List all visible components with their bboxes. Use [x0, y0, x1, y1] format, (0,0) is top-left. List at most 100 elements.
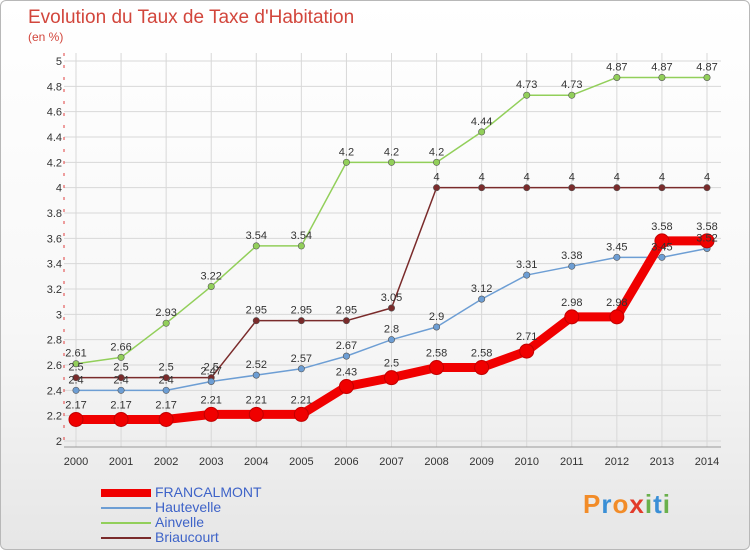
x-tick-label: 2013 [650, 456, 674, 468]
legend-swatch [101, 522, 151, 524]
data-label-briaucourt: 4 [434, 172, 440, 184]
data-point-hautevelle [342, 352, 350, 360]
data-label-ainvelle: 4.73 [561, 79, 582, 91]
data-label-francalmont: 2.21 [291, 394, 312, 406]
data-point-ainvelle [523, 91, 531, 99]
logo-letter: i [644, 489, 654, 519]
data-point-hautevelle [162, 386, 170, 394]
logo-letter: P [583, 489, 602, 519]
data-label-ainvelle: 4.73 [516, 79, 537, 91]
y-tick-label: 4.6 [47, 107, 62, 119]
data-point-francalmont [293, 406, 309, 422]
data-point-briaucourt [72, 374, 80, 382]
data-point-ainvelle [658, 73, 666, 81]
data-point-ainvelle [433, 158, 441, 166]
legend-item-briaucourt: Briaucourt [101, 529, 361, 545]
x-tick-label: 2002 [154, 456, 178, 468]
data-point-briaucourt [478, 184, 486, 192]
y-tick-label: 2.6 [47, 360, 62, 372]
data-point-briaucourt [523, 184, 531, 192]
data-label-francalmont: 3.58 [651, 221, 672, 233]
data-label-francalmont: 2.5 [384, 358, 399, 370]
data-point-francalmont [519, 343, 535, 359]
y-tick-label: 2.2 [47, 411, 62, 423]
data-point-francalmont [429, 360, 445, 376]
legend-label: Briaucourt [155, 529, 219, 545]
legend: FRANCALMONT Hautevelle Ainvelle Briaucou… [101, 484, 361, 545]
legend-swatch [101, 489, 151, 497]
data-label-hautevelle: 2.8 [384, 324, 399, 336]
x-tick-label: 2014 [695, 456, 719, 468]
logo-letter: o [612, 489, 630, 519]
data-label-briaucourt: 4 [569, 172, 575, 184]
data-label-hautevelle: 3.45 [651, 241, 672, 253]
data-point-ainvelle [478, 128, 486, 136]
x-tick-label: 2001 [109, 456, 133, 468]
data-label-francalmont: 2.21 [246, 394, 267, 406]
data-label-francalmont: 2.98 [606, 297, 627, 309]
y-tick-label: 2.8 [47, 335, 62, 347]
x-tick-label: 2000 [64, 456, 88, 468]
data-label-hautevelle: 2.4 [113, 374, 128, 386]
data-point-briaucourt [117, 374, 125, 382]
data-point-hautevelle [72, 386, 80, 394]
data-label-briaucourt: 3.05 [381, 292, 402, 304]
data-label-hautevelle: 2.67 [336, 340, 357, 352]
legend-item-ainvelle: Ainvelle [101, 514, 361, 530]
data-label-hautevelle: 2.4 [68, 374, 83, 386]
data-label-briaucourt: 2.5 [204, 362, 219, 374]
y-tick-label: 3.2 [47, 284, 62, 296]
data-label-francalmont: 2.58 [426, 348, 447, 360]
x-tick-label: 2007 [379, 456, 403, 468]
legend-swatch [101, 537, 151, 539]
data-label-hautevelle: 2.52 [246, 359, 267, 371]
data-label-hautevelle: 2.47 [201, 365, 222, 377]
data-point-francalmont [68, 411, 84, 427]
y-tick-label: 4 [56, 183, 62, 195]
data-label-ainvelle: 4.87 [606, 61, 627, 73]
data-point-francalmont [699, 233, 715, 249]
data-point-briaucourt [342, 317, 350, 325]
x-tick-label: 2003 [199, 456, 223, 468]
y-tick-label: 4.8 [47, 81, 62, 93]
data-point-ainvelle [613, 73, 621, 81]
y-tick-label: 5 [56, 56, 62, 68]
data-label-francalmont: 2.17 [65, 399, 86, 411]
x-tick-label: 2008 [424, 456, 448, 468]
data-point-ainvelle [703, 73, 711, 81]
data-point-hautevelle [433, 323, 441, 331]
data-point-hautevelle [207, 377, 215, 385]
x-tick-label: 2006 [334, 456, 358, 468]
y-tick-label: 3 [56, 309, 62, 321]
data-point-francalmont [474, 360, 490, 376]
data-point-ainvelle [72, 360, 80, 368]
data-label-briaucourt: 4 [524, 172, 530, 184]
proxiti-logo: Proxiti [583, 489, 671, 520]
data-point-francalmont [654, 233, 670, 249]
x-tick-label: 2010 [514, 456, 538, 468]
data-point-hautevelle [523, 271, 531, 279]
data-label-ainvelle: 3.22 [201, 270, 222, 282]
legend-label: Ainvelle [155, 514, 205, 530]
data-label-briaucourt: 2.5 [113, 362, 128, 374]
data-point-francalmont [248, 406, 264, 422]
data-label-ainvelle: 3.54 [246, 230, 267, 242]
data-label-francalmont: 2.43 [336, 367, 357, 379]
data-label-francalmont: 2.58 [471, 348, 492, 360]
data-point-briaucourt [433, 184, 441, 192]
data-point-hautevelle [478, 295, 486, 303]
data-label-francalmont: 2.98 [561, 297, 582, 309]
data-label-ainvelle: 3.54 [291, 230, 312, 242]
chart-title: Evolution du Taux de Taxe d'Habitation [28, 7, 355, 28]
data-point-briaucourt [658, 184, 666, 192]
y-tick-label: 2.4 [47, 385, 62, 397]
data-point-briaucourt [613, 184, 621, 192]
data-label-briaucourt: 4 [479, 172, 485, 184]
data-label-ainvelle: 2.61 [65, 348, 86, 360]
data-label-briaucourt: 2.5 [68, 362, 83, 374]
data-point-francalmont [158, 411, 174, 427]
data-point-hautevelle [568, 262, 576, 270]
data-point-hautevelle [297, 365, 305, 373]
x-tick-label: 2009 [469, 456, 493, 468]
